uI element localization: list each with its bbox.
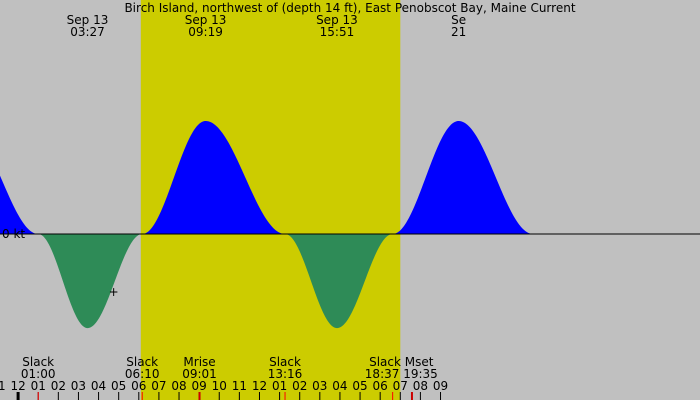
zero-current-label: 0 kt <box>2 227 25 241</box>
hour-axis: 11 12 01 02 03 04 05 06 07 08 09 10 11 12 01 02 03 04 05 06… <box>0 379 448 400</box>
top-label-date: Se <box>451 13 466 27</box>
hour-tick-label: 07 <box>151 379 166 393</box>
hour-tick-label: 04 <box>332 379 347 393</box>
hour-tick-label: 11 <box>232 379 247 393</box>
hour-tick-label: 05 <box>352 379 367 393</box>
hour-tick-label: 01 <box>272 379 287 393</box>
hour-tick-label: 02 <box>51 379 66 393</box>
hour-tick-label: 08 <box>171 379 186 393</box>
hour-tick-label: 02 <box>292 379 307 393</box>
hour-tick-label: 08 <box>413 379 428 393</box>
ebb-current-area <box>0 234 700 329</box>
hour-tick-label: 11 <box>0 379 6 393</box>
hour-tick-label: 06 <box>131 379 146 393</box>
hour-tick-label: 07 <box>393 379 408 393</box>
top-label-time: 21 <box>451 25 466 39</box>
hour-tick-label: 06 <box>373 379 388 393</box>
top-label-time: 15:51 <box>320 25 355 39</box>
hour-tick-label: 03 <box>71 379 86 393</box>
event-name-label: Slack Mset <box>369 355 434 369</box>
event-time-label: 18:37 19:35 <box>365 367 438 381</box>
hour-tick-label: 09 <box>433 379 448 393</box>
event-name-label: Slack <box>22 355 54 369</box>
top-label-time: 03:27 <box>70 25 105 39</box>
top-label-date: Sep 13 <box>67 13 109 27</box>
top-label-date: Sep 13 <box>316 13 358 27</box>
hour-tick-label: 05 <box>111 379 126 393</box>
event-name-label: Slack <box>126 355 158 369</box>
top-label-time: 09:19 <box>188 25 223 39</box>
bottom-event-labels: Slack01:00Slack06:10Mrise09:01Slack13:16… <box>21 355 438 381</box>
hour-tick-label: 01 <box>31 379 46 393</box>
event-time-label: 06:10 <box>125 367 160 381</box>
event-time-label: 13:16 <box>268 367 303 381</box>
top-label-date: Sep 13 <box>185 13 227 27</box>
chart-title: Birch Island, northwest of (depth 14 ft)… <box>124 1 575 15</box>
flood-current-area <box>0 121 700 234</box>
event-name-label: Mrise <box>183 355 215 369</box>
event-name-label: Slack <box>269 355 301 369</box>
hour-tick-label: 10 <box>212 379 227 393</box>
hour-tick-label: 12 <box>252 379 267 393</box>
hour-tick-label: 12 <box>10 379 25 393</box>
current-time-marker: + <box>109 285 119 299</box>
hour-tick-label: 04 <box>91 379 106 393</box>
event-time-label: 09:01 <box>182 367 217 381</box>
hour-tick-label: 09 <box>191 379 206 393</box>
hour-tick-label: 03 <box>312 379 327 393</box>
current-time-cross: + <box>109 285 119 299</box>
event-time-label: 01:00 <box>21 367 56 381</box>
